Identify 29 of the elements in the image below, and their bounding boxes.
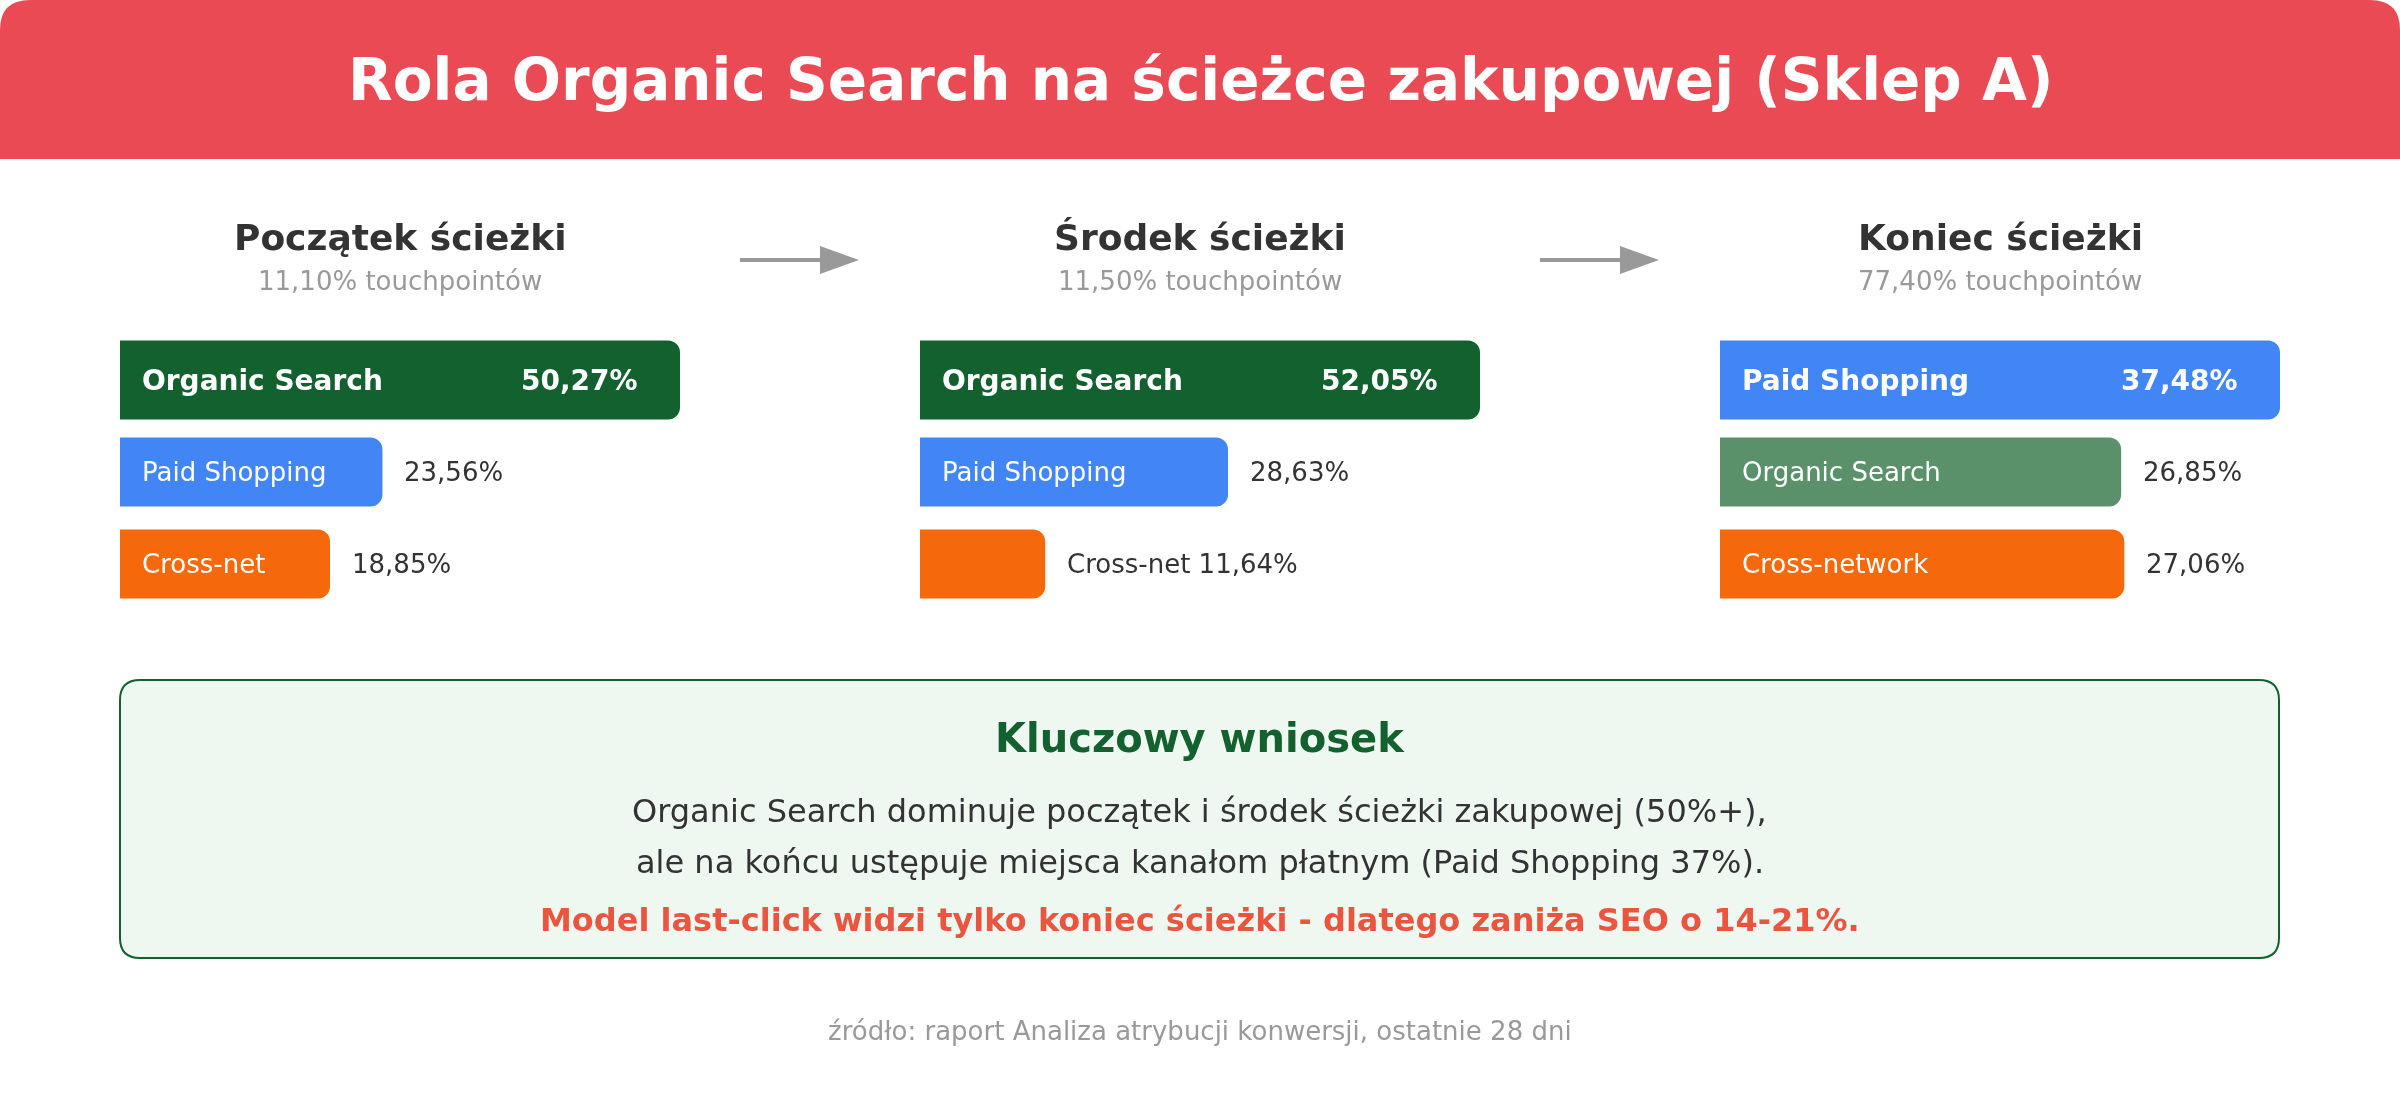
- text: Model last-click widzi tylko koniec ścieżki - dlatego zaniża SEO o 14-21%.: [540, 901, 1860, 939]
- data-label: 23,56%: [404, 457, 504, 487]
- chart-title: Środek ścieżki: [1054, 217, 1346, 258]
- text: źródło: raport Analiza atrybucji konwersji, ostatnie 28 dni: [828, 1016, 1572, 1046]
- y-tick-label: Paid Shopping: [1742, 364, 1970, 397]
- data-label: 37,48%: [2121, 364, 2238, 397]
- data-label: 50,27%: [521, 364, 638, 397]
- chart-subtitle: 11,10% touchpointów: [258, 266, 543, 296]
- y-tick-label: Organic Search: [142, 364, 383, 397]
- data-label: 28,63%: [1250, 457, 1350, 487]
- data-label: 26,85%: [2143, 457, 2243, 487]
- y-tick-label: Paid Shopping: [942, 457, 1127, 487]
- y-tick-label: Paid Shopping: [142, 457, 327, 487]
- y-tick-label: Cross-network: [1742, 549, 1929, 579]
- chart-subtitle: 77,40% touchpointów: [1858, 266, 2143, 296]
- data-label: 27,06%: [2146, 549, 2246, 579]
- category-label: Cross-net 11,64%: [1067, 549, 1298, 579]
- text: ale na końcu ustępuje miejsca kanałom płatnym (Paid Shopping 37%).: [636, 843, 1765, 881]
- chart-title: Początek ścieżki: [234, 217, 567, 258]
- data-label: 18,85%: [352, 549, 452, 579]
- y-tick-label: Organic Search: [942, 364, 1183, 397]
- text: Organic Search dominuje początek i środek ścieżki zakupowej (50%+),: [632, 792, 1767, 830]
- text: Rola Organic Search na ścieżce zakupowej (Sklep A): [348, 46, 2054, 114]
- data-label: 52,05%: [1321, 364, 1438, 397]
- y-tick-label: Organic Search: [1742, 457, 1941, 487]
- text: Kluczowy wniosek: [995, 715, 1406, 761]
- y-tick-label: Cross-net: [142, 549, 266, 579]
- chart-title: Koniec ścieżki: [1858, 217, 2144, 258]
- chart-subtitle: 11,50% touchpointów: [1058, 266, 1343, 296]
